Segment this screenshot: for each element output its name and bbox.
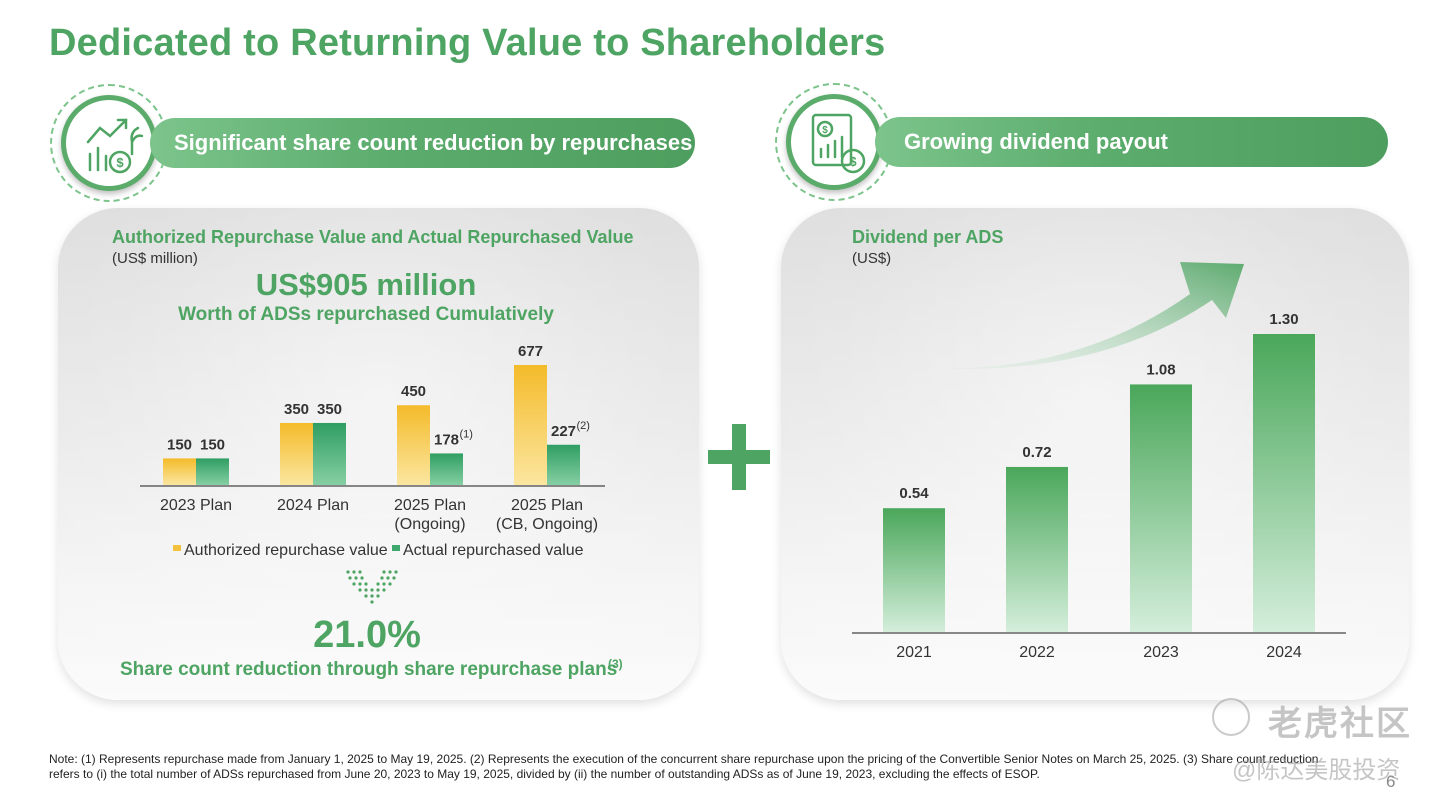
svg-text:$: $ xyxy=(822,125,828,136)
watermark-line1: 老虎社区 xyxy=(1268,705,1412,743)
repurchase-banner: Significant share count reduction by rep… xyxy=(150,118,695,168)
dividend-banner: Growing dividend payout xyxy=(875,117,1388,167)
plus-icon xyxy=(708,424,770,490)
page-title: Dedicated to Returning Value to Sharehol… xyxy=(49,22,886,64)
watermark-line2: @陈达美股投资 xyxy=(1232,757,1401,784)
svg-text:$: $ xyxy=(849,154,857,169)
growth-coins-icon: $ xyxy=(50,84,168,202)
repurchase-panel xyxy=(58,208,699,700)
watermark: 老虎社区 @陈达美股投资 xyxy=(1212,696,1418,786)
page-number: 6 xyxy=(1386,772,1396,791)
svg-text:$: $ xyxy=(116,155,124,170)
footnote-text: Note: (1) Represents repurchase made fro… xyxy=(49,752,1319,781)
tiger-logo-icon xyxy=(1212,698,1250,736)
dividend-panel xyxy=(781,208,1409,700)
